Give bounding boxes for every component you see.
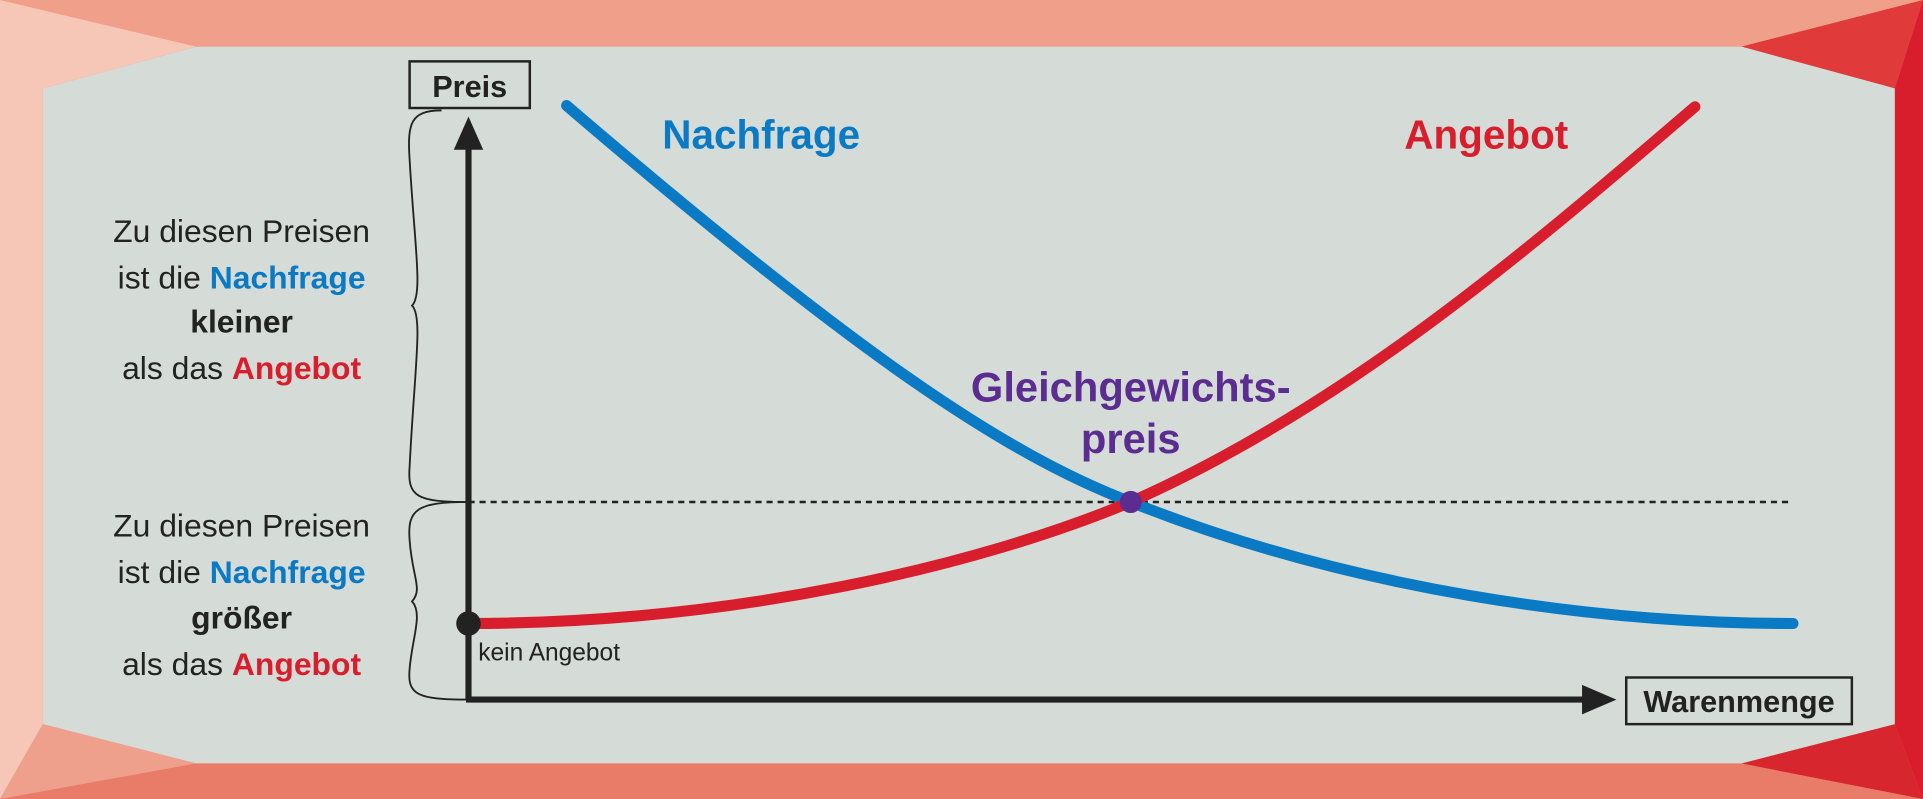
x-label: Warenmenge (1643, 685, 1834, 719)
note-text: ist die (118, 554, 201, 590)
frame-corner (1741, 0, 1923, 89)
equilibrium-point (1119, 490, 1142, 514)
note-line: als das Angebot (122, 350, 361, 386)
note-term: Nachfrage (210, 554, 366, 590)
annotation: kein Angebot (478, 639, 620, 666)
note-term: Angebot (232, 350, 362, 386)
note-line: Zu diesen Preisen (113, 507, 370, 543)
demand-label: Nachfrage (662, 111, 860, 157)
equilibrium-label: preis (1081, 415, 1181, 462)
y-label-box (408, 60, 532, 110)
start-point (456, 611, 481, 636)
note-text: als das (122, 646, 223, 682)
note-line: ist die Nachfrage (118, 554, 366, 590)
frame-corner (1741, 724, 1923, 799)
note-line: größer (191, 599, 292, 635)
note-line: als das Angebot (122, 646, 361, 682)
y-label: Preis (432, 70, 507, 104)
note-line: ist die Nachfrage (118, 259, 366, 295)
supply-label: Angebot (1404, 111, 1568, 157)
note-text: ist die (118, 259, 201, 295)
note-term: Nachfrage (210, 259, 366, 295)
frame-left (0, 0, 197, 799)
note-text: als das (122, 350, 223, 386)
frame-right (1894, 0, 1923, 799)
note-term: Angebot (232, 646, 362, 682)
brace (408, 109, 469, 503)
brace (408, 501, 469, 701)
frame-corner (0, 724, 197, 799)
x-label-box (1624, 676, 1854, 726)
note-line: kleiner (190, 304, 293, 340)
frame-top (0, 0, 1923, 47)
equilibrium-label: Gleichgewichts- (971, 363, 1291, 410)
note-line: Zu diesen Preisen (113, 213, 370, 249)
y-arrow (453, 116, 484, 150)
x-arrow (1582, 684, 1617, 715)
